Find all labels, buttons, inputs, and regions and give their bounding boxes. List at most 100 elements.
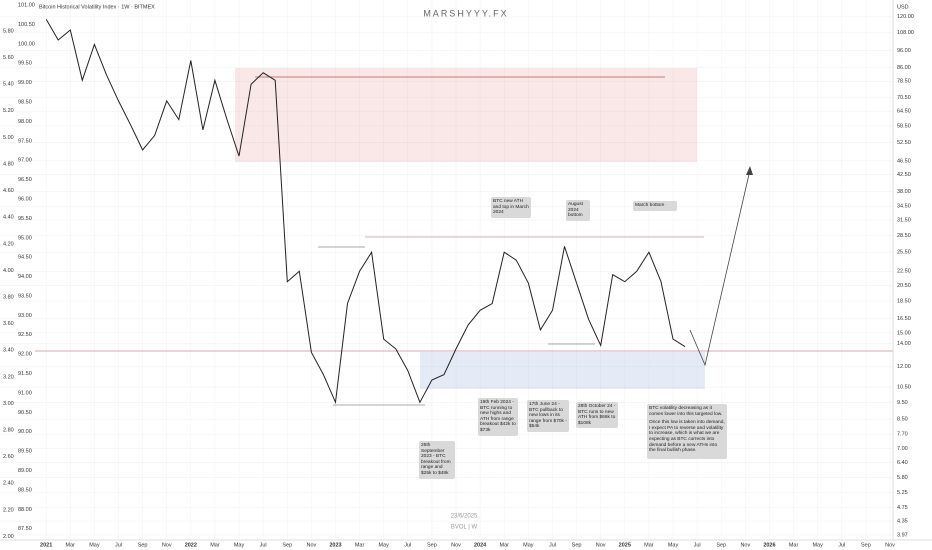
x-tick-label: Jul (260, 542, 267, 548)
y-tick-label: 70.50 (897, 95, 911, 101)
y2-tick-label: 3.00 (3, 401, 14, 407)
y2-tick-label: 3.60 (3, 321, 14, 327)
x-tick-label: 2022 (185, 542, 197, 548)
y3-tick-label: 99.50 (18, 61, 32, 67)
callout: 28th October 24 - BTC runs to new ATH fr… (576, 402, 618, 429)
x-tick-label: Mar (210, 542, 220, 548)
y2-tick-label: 2.20 (3, 507, 14, 513)
y2-tick-label: 5.40 (3, 82, 14, 88)
y2-tick-label: 4.60 (3, 188, 14, 194)
x-tick-label: Sep (138, 542, 148, 548)
y3-tick-label: 100.50 (18, 22, 35, 28)
y3-tick-label: 95.00 (18, 235, 32, 241)
supply-zone (235, 68, 697, 162)
y-tick-label: 15.00 (897, 330, 911, 336)
y3-tick-label: 96.00 (18, 196, 32, 202)
y3-tick-label: 93.50 (18, 293, 32, 299)
unit-label: USD (897, 4, 909, 10)
y2-tick-label: 3.20 (3, 374, 14, 380)
x-tick-label: Nov (162, 542, 172, 548)
y3-tick-label: 90.00 (18, 429, 32, 435)
x-tick-label: 2025 (619, 542, 631, 548)
y3-tick-label: 92.00 (18, 352, 32, 358)
y-tick-label: 58.50 (897, 123, 911, 129)
y-tick-label: 5.80 (897, 475, 908, 481)
y2-tick-label: 2.00 (3, 534, 14, 540)
y-tick-label: 52.50 (897, 140, 911, 146)
x-tick-label: Nov (740, 542, 750, 548)
symbol-label: BVOL | W (451, 525, 478, 531)
callout-text: BTC volatility decreasing as it comes lo… (649, 406, 723, 417)
y2-tick-label: 5.00 (3, 135, 14, 141)
x-tick-label: Jul (115, 542, 122, 548)
x-tick-label: Mar (789, 542, 799, 548)
x-tick-label: Sep (572, 542, 582, 548)
y-tick-label: 20.50 (897, 283, 911, 289)
x-tick-label: May (379, 542, 390, 548)
callout: March bottom (633, 201, 677, 211)
y3-tick-label: 91.00 (18, 390, 32, 396)
x-tick-label: 2023 (329, 542, 341, 548)
y-tick-label: 6.40 (897, 460, 908, 466)
y-tick-label: 8.50 (897, 417, 908, 423)
x-tick-label: Jul (838, 542, 845, 548)
x-tick-label: Sep (427, 542, 437, 548)
y2-tick-label: 5.80 (3, 28, 14, 34)
y-tick-label: 4.35 (897, 518, 908, 524)
y3-tick-label: 88.50 (18, 487, 32, 493)
y3-tick-label: 99.00 (18, 80, 32, 86)
y3-tick-label: 89.00 (18, 468, 32, 474)
y2-tick-label: 5.60 (3, 55, 14, 61)
y-tick-label: 108.00 (897, 30, 914, 36)
x-tick-label: Mar (644, 542, 654, 548)
y3-tick-label: 92.50 (18, 332, 32, 338)
y3-tick-label: 95.50 (18, 216, 32, 222)
price-line (45, 19, 686, 405)
y-tick-label: 7.70 (897, 432, 908, 438)
callout: 25th September 2023 - BTC breakout from … (419, 441, 455, 479)
y3-tick-label: 101.00 (18, 2, 35, 8)
x-tick-label: Nov (596, 542, 606, 548)
y3-tick-label: 97.00 (18, 158, 32, 164)
y-tick-label: 120.00 (897, 14, 914, 20)
demand-zone (420, 352, 705, 389)
y3-tick-label: 93.00 (18, 313, 32, 319)
callout: BTC new ATH and top in March 2024 (491, 197, 531, 218)
y-tick-label: 46.50 (897, 158, 911, 164)
y3-tick-label: 89.50 (18, 449, 32, 455)
y-tick-label: 7.00 (897, 446, 908, 452)
y3-tick-label: 88.00 (18, 507, 32, 513)
x-tick-label: May (523, 542, 534, 548)
y-tick-label: 5.25 (897, 490, 908, 496)
y-tick-label: 86.00 (897, 65, 911, 71)
x-tick-label: 2021 (40, 542, 52, 548)
y-tick-label: 14.00 (897, 341, 911, 347)
watermark: MARSHYYY.FX (423, 8, 508, 18)
y2-tick-label: 2.60 (3, 454, 14, 460)
callout-text: Once this low is taken into demand, I ex… (649, 420, 725, 454)
y2-tick-label: 4.80 (3, 161, 14, 167)
y-tick-label: 38.00 (897, 189, 911, 195)
y-tick-label: 16.50 (897, 316, 911, 322)
y3-tick-label: 96.50 (18, 177, 32, 183)
y3-tick-label: 94.00 (18, 274, 32, 280)
y2-tick-label: 3.40 (3, 348, 14, 354)
y-tick-label: 31.50 (897, 218, 911, 224)
x-tick-label: Jul (694, 542, 701, 548)
y3-tick-label: 100.00 (18, 41, 35, 47)
arrow-head (746, 166, 753, 175)
y2-tick-label: 3.80 (3, 294, 14, 300)
y-tick-label: 12.00 (897, 364, 911, 370)
chart-title: Bitcoin Historical Volatility Index · 1W… (39, 4, 155, 10)
y3-tick-label: 98.50 (18, 99, 32, 105)
y2-tick-label: 4.00 (3, 268, 14, 274)
callout: BTC volatility decreasing as it comes lo… (647, 404, 727, 459)
y2-tick-label: 4.40 (3, 215, 14, 221)
y-tick-label: 64.50 (897, 109, 911, 115)
y3-tick-label: 97.50 (18, 138, 32, 144)
y-tick-label: 34.50 (897, 204, 911, 210)
y-tick-label: 22.50 (897, 269, 911, 275)
